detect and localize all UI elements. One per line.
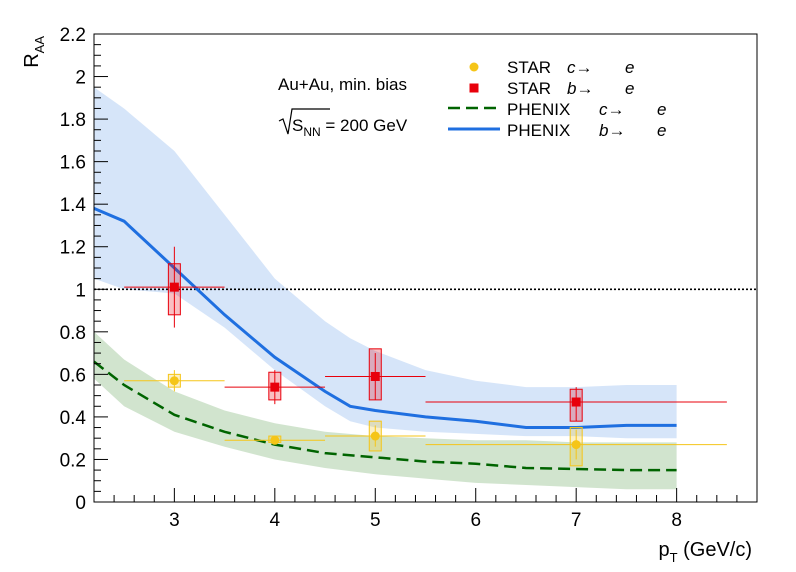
legend-label-experiment: PHENIX: [507, 121, 570, 140]
legend-label-experiment: PHENIX: [507, 100, 570, 119]
annotation-collision: Au+Au, min. bias: [278, 75, 407, 94]
sqrt-sign: [278, 108, 330, 135]
legend-item-1: STAR b→ e: [469, 79, 634, 98]
marker-square: [270, 382, 280, 392]
title-tail: (GeV/c): [678, 539, 752, 561]
energy-sub: NN: [303, 125, 320, 139]
y-axis-title: RAA: [21, 36, 47, 68]
energy-symbol: S: [292, 116, 303, 135]
legend-label-product: e: [657, 121, 666, 140]
legend-label-process: b→: [567, 79, 593, 98]
data-points: [124, 246, 727, 467]
theory-curves: [93, 207, 677, 472]
theory-bands: [94, 87, 677, 490]
point-0-3: [425, 427, 727, 467]
legend-label-process: c→: [567, 58, 593, 77]
legend-label-experiment: STAR: [507, 58, 551, 77]
x-axis: 3 4 5 6 7 8: [93, 488, 758, 531]
marker-circle: [169, 376, 179, 386]
title-sub: T: [670, 550, 678, 565]
legend-label-process: c→: [599, 100, 625, 119]
y-tick-label: 2: [75, 68, 86, 89]
annotations: Au+Au, min. bias SNN = 200 GeV: [278, 75, 408, 139]
y-tick-label: 0.2: [60, 450, 86, 471]
title-sub: AA: [32, 36, 47, 54]
y-tick-label: 1.6: [60, 153, 86, 174]
marker-circle: [270, 435, 280, 445]
marker-square: [370, 371, 380, 381]
legend-label-product: e: [625, 79, 634, 98]
legend-label-product: e: [625, 58, 634, 77]
x-tick-label: 7: [571, 510, 582, 531]
y-tick-label: 0.6: [60, 365, 86, 386]
curve-1: [93, 207, 677, 429]
band-0: [94, 331, 677, 490]
y-tick-label: 1.4: [60, 195, 87, 216]
energy-value: = 200 GeV: [321, 116, 408, 135]
legend-item-2: PHENIX c→ e: [448, 100, 666, 119]
annotation-energy: SNN = 200 GeV: [292, 116, 408, 139]
legend-label-product: e: [657, 100, 666, 119]
y-tick-label: 1.8: [60, 110, 86, 131]
x-tick-label: 6: [470, 510, 481, 531]
marker-circle: [571, 440, 581, 450]
point-1-1: [224, 370, 326, 405]
x-tick-label: 8: [671, 510, 682, 531]
legend-label-experiment: STAR: [507, 79, 551, 98]
point-0-1: [224, 435, 326, 445]
x-tick-label: 4: [270, 510, 281, 531]
curve-0: [93, 360, 677, 472]
y-tick-label: 1: [75, 280, 86, 301]
legend-label-process: b→: [599, 121, 625, 140]
y-axis: 0 0.2 0.4 0.6 0.8 1 1.2 1.4 1.6 1.8 2 2.2: [60, 25, 108, 514]
point-0-0: [124, 370, 225, 392]
marker-circle: [370, 431, 380, 441]
y-tick-label: 2.2: [60, 25, 86, 46]
title-main: p: [658, 539, 669, 561]
legend-marker-circle: [469, 62, 479, 72]
y-tick-label: 0.8: [60, 323, 86, 344]
y-tick-label: 0: [75, 493, 86, 514]
x-tick-label: 5: [370, 510, 381, 531]
marker-square: [169, 282, 179, 292]
point-0-2: [325, 420, 426, 452]
point-1-2: [325, 348, 426, 401]
marker-square: [571, 397, 581, 407]
point-1-3: [425, 387, 727, 422]
title-main: R: [21, 53, 43, 67]
y-tick-label: 1.2: [60, 238, 86, 259]
legend-marker-square: [469, 83, 479, 93]
x-tick-label: 3: [169, 510, 180, 531]
legend-item-3: PHENIX b→ e: [448, 121, 666, 140]
x-axis-title: pT (GeV/c): [658, 539, 752, 565]
legend-item-0: STAR c→ e: [469, 58, 634, 77]
y-tick-label: 0.4: [60, 408, 87, 429]
axis-titles: pT (GeV/c) RAA: [21, 36, 752, 565]
point-1-0: [124, 246, 225, 328]
band-1: [94, 87, 677, 439]
